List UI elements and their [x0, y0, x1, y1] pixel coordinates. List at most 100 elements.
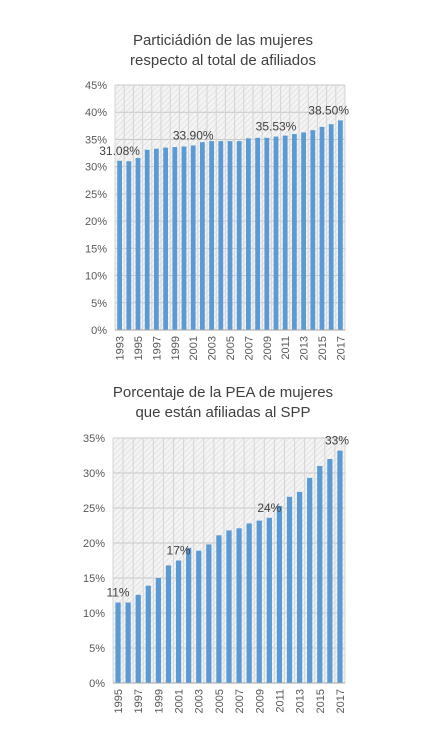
bar-2003	[196, 550, 202, 683]
bar-1999	[172, 147, 178, 330]
bar-1999	[155, 578, 162, 683]
y-tick-label: 25%	[83, 503, 105, 515]
bar-2006	[236, 141, 242, 330]
bar-2017	[337, 450, 343, 683]
bar-2004	[206, 544, 212, 683]
x-tick-label: 2017	[335, 336, 347, 360]
bar-1996	[144, 149, 150, 330]
x-tick-label: 2007	[243, 336, 255, 360]
x-tick-label: 2011	[280, 336, 292, 360]
x-tick-label: 2003	[207, 336, 219, 360]
y-tick-label: 20%	[83, 538, 105, 550]
bar-2013	[296, 491, 303, 683]
data-label: 35.53%	[256, 120, 297, 134]
bar-1998	[145, 585, 151, 683]
x-tick-label: 2001	[174, 689, 186, 713]
bar-2012	[292, 134, 297, 330]
data-label: 31.08%	[99, 144, 140, 158]
bar-2010	[266, 517, 272, 683]
bar-2001	[175, 560, 182, 683]
x-tick-label: 2011	[274, 689, 286, 713]
bar-1997	[135, 594, 141, 683]
bar-2009	[256, 520, 262, 683]
x-tick-label: 2015	[315, 689, 327, 713]
bar-2000	[165, 565, 172, 683]
bar-chart-svg: 0% 5% 10% 15% 20% 25% 30% 35% 40% 45% 1993 1995 1997…	[85, 80, 349, 360]
y-tick-label: 25%	[85, 189, 107, 201]
x-tick-label: 1997	[151, 336, 163, 360]
chart-title-line: Porcentaje de la PEA de mujeres	[112, 384, 334, 401]
x-tick-label: 2003	[194, 689, 206, 713]
bar-2016	[327, 459, 333, 683]
y-tick-label: 35%	[83, 433, 105, 445]
x-tick-label: 1997	[133, 689, 145, 713]
data-label: 38.50%	[308, 103, 349, 117]
bar-2003	[209, 141, 214, 330]
chart-title: Porcentaje de la PEA de mujeres que está…	[0, 383, 446, 423]
y-tick-label: 5%	[89, 643, 105, 655]
x-tick-label: 1993	[115, 336, 127, 360]
bar-2002	[186, 547, 192, 683]
y-tick-label: 5%	[91, 298, 107, 310]
x-tick-label: 2017	[335, 689, 347, 713]
bar-1998	[163, 147, 168, 330]
bar-2007	[236, 528, 242, 683]
data-label: 17%	[167, 544, 191, 558]
bar-chart-svg: 0% 5% 10% 15% 20% 25% 30% 35% 1995 1997 1999 2001 20…	[83, 433, 349, 713]
chart-title-line: respecto al total de afiliados	[130, 52, 316, 69]
x-tick-label: 2015	[317, 336, 329, 360]
bar-1994	[126, 161, 132, 330]
bar-2005	[216, 535, 222, 683]
bar-2017	[338, 120, 343, 330]
y-tick-label: 35%	[85, 134, 107, 146]
bar-2000	[181, 146, 187, 330]
y-tick-label: 15%	[83, 573, 105, 585]
chart-title-line: Particiádión de las mujeres	[132, 32, 314, 49]
bar-2002	[200, 142, 205, 330]
bar-2011	[282, 135, 288, 330]
x-tick-label: 1995	[133, 336, 145, 360]
bar-2010	[273, 136, 279, 330]
x-tick-label: 2007	[234, 689, 246, 713]
bar-1996	[125, 602, 131, 683]
y-tick-label: 40%	[85, 107, 107, 119]
bar-2013	[301, 132, 306, 330]
bar-2006	[226, 530, 232, 683]
bar-2009	[264, 137, 270, 330]
x-tick-label: 1999	[153, 689, 165, 713]
bar-2011	[276, 505, 283, 683]
x-tick-label: 2009	[262, 336, 274, 360]
bar-2001	[190, 145, 196, 330]
y-tick-label: 10%	[83, 608, 105, 620]
data-label: 24%	[257, 501, 281, 515]
x-tick-label: 2001	[188, 336, 200, 360]
y-tick-label: 30%	[85, 162, 107, 174]
bar-2005	[227, 141, 233, 330]
x-tick-label: 1995	[113, 689, 125, 713]
bar-2007	[246, 138, 251, 330]
bar-1997	[154, 148, 159, 330]
x-tick-label: 2013	[295, 689, 307, 713]
x-tick-label: 2013	[299, 336, 311, 360]
x-tick-label: 2009	[254, 689, 266, 713]
bar-2008	[246, 523, 252, 683]
bar-1995	[135, 157, 141, 330]
y-tick-label: 30%	[83, 468, 105, 480]
bar-2008	[255, 137, 260, 330]
y-tick-label: 10%	[85, 271, 107, 283]
data-label: 33.90%	[173, 128, 214, 142]
data-label: 33%	[325, 434, 349, 448]
y-tick-label: 0%	[89, 678, 105, 690]
bar-2012	[286, 496, 293, 683]
chart-pea-mujeres-spp: Porcentaje de la PEA de mujeres que está…	[0, 376, 446, 734]
y-tick-label: 20%	[85, 216, 107, 228]
bar-2015	[319, 126, 325, 330]
bar-2004	[218, 141, 224, 330]
bar-1993	[117, 160, 122, 330]
y-tick-label: 45%	[85, 80, 107, 92]
x-tick-label: 2005	[225, 336, 237, 360]
data-label: 11%	[106, 586, 129, 600]
y-tick-label: 0%	[91, 325, 107, 337]
bar-2015	[317, 466, 323, 683]
bar-2014	[310, 130, 316, 330]
